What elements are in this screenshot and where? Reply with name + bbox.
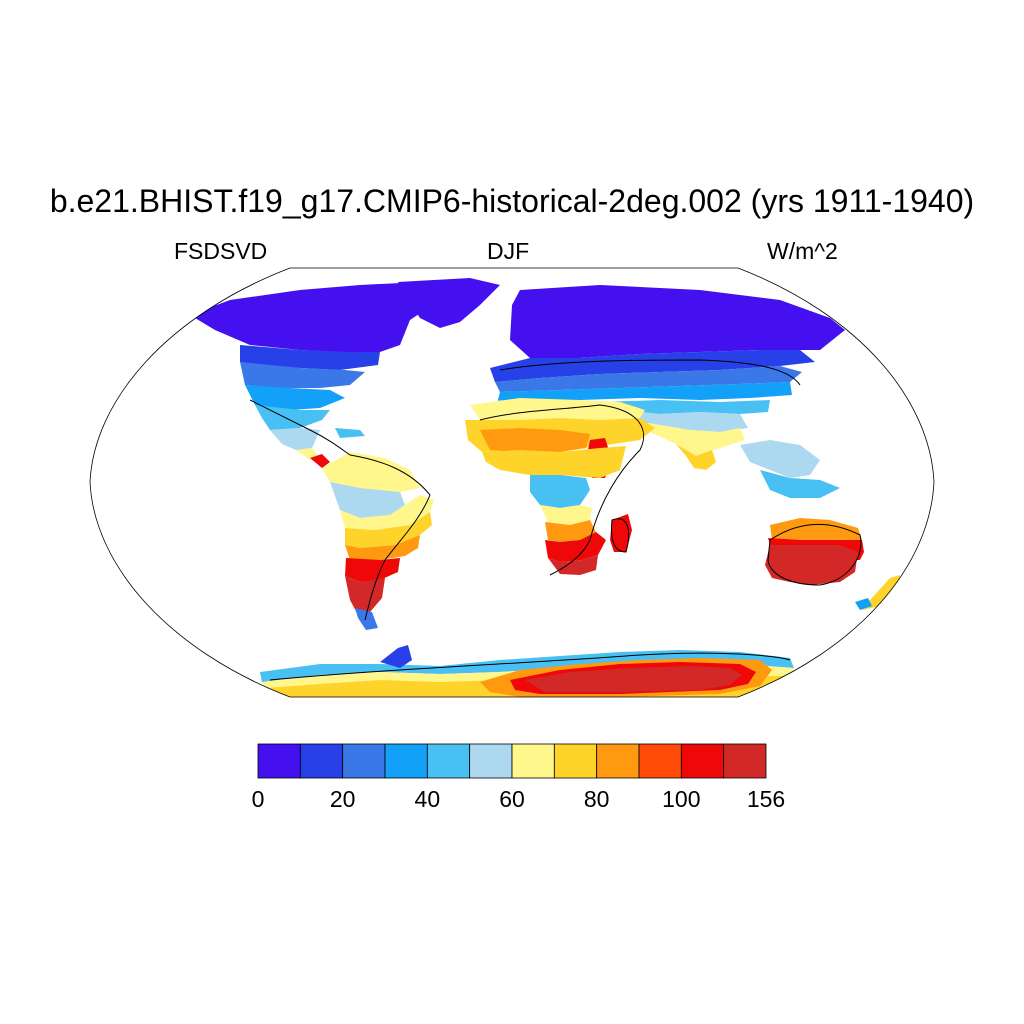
north-america-band-5 — [270, 428, 320, 450]
colorbar-swatch-10 — [680, 743, 725, 779]
central-america-red — [310, 454, 330, 468]
south-america-band-red — [345, 558, 400, 582]
north-america-band-2 — [240, 362, 365, 388]
eurasia-band-1 — [490, 350, 815, 382]
north-america-band-0 — [190, 282, 440, 352]
south-america-band-yellow — [322, 452, 420, 492]
south-america-band-lightblue — [330, 482, 405, 518]
colorbar-swatch-1 — [299, 743, 344, 779]
map-boundary — [89, 267, 935, 698]
colorbar-swatch-8 — [596, 743, 640, 779]
africa-band-lightblue — [530, 475, 590, 508]
colorbar-swatch-0 — [257, 743, 301, 779]
antarctic-peninsula — [380, 645, 412, 668]
colorbar-swatch-6 — [511, 743, 555, 779]
asia-yellow-1 — [630, 420, 745, 456]
africa-band-red-south — [545, 532, 606, 562]
colorbar-swatch-9 — [638, 743, 682, 779]
colorbar-tick-label: 100 — [662, 786, 701, 812]
seasia-lightblue — [740, 440, 820, 478]
africa-band-orange-2 — [480, 428, 590, 452]
antarctica-lightblue — [260, 650, 794, 682]
north-america-band-1 — [240, 345, 380, 370]
central-america-yellow — [296, 448, 318, 460]
australia-top-orange — [770, 518, 862, 540]
colorbar-tick-label: 156 — [746, 786, 786, 812]
colorbar-swatch-2 — [342, 743, 386, 779]
south-america-band-orange-2 — [345, 535, 420, 560]
season-label: DJF — [487, 238, 530, 264]
greenland-a — [398, 278, 500, 328]
colorbar-tick-label: 60 — [499, 786, 525, 812]
colorbar-tick-label: 0 — [251, 786, 265, 812]
units-label: W/m^2 — [767, 238, 838, 264]
colorbar-swatch-3 — [384, 743, 428, 779]
coastlines — [249, 359, 862, 681]
south-america-band-yellow-2 — [340, 495, 434, 530]
colorbar — [257, 743, 767, 779]
antarctica-darkred — [525, 666, 742, 692]
nz-blue — [855, 598, 872, 610]
caribbean-a — [335, 428, 365, 438]
colorbar-swatch-11 — [723, 743, 767, 779]
eurasia-band-2 — [495, 366, 802, 392]
colorbar-tick-label: 40 — [414, 786, 441, 812]
new-zealand — [862, 575, 900, 610]
world-map — [190, 278, 900, 697]
colorbar-tick-label: 80 — [583, 786, 610, 812]
colorbar-tick-label: 20 — [329, 786, 356, 812]
australia-darkred — [765, 545, 858, 585]
africa-band-orange-3 — [545, 520, 596, 542]
north-america-band-3 — [245, 385, 345, 410]
seasia-blue — [760, 470, 840, 498]
colorbar-swatch-7 — [553, 743, 598, 779]
south-america-band-orange-1 — [345, 512, 432, 548]
variable-label: FSDSVD — [174, 238, 268, 264]
plot-title: b.e21.BHIST.f19_g17.CMIP6-historical-2de… — [49, 183, 975, 219]
colorbar-swatch-4 — [426, 743, 471, 779]
africa-band-yellow-2 — [482, 446, 626, 478]
colorbar-swatch-5 — [469, 743, 513, 779]
eurasia-band-0 — [510, 285, 845, 358]
south-america-tip — [355, 608, 378, 630]
india-orange — [676, 444, 716, 470]
africa-band-darkred — [548, 555, 598, 575]
south-america-band-darkred — [345, 576, 385, 615]
eurasia-band-3 — [498, 382, 792, 402]
north-america-band-4 — [255, 405, 330, 430]
africa-band-yellow-3 — [540, 505, 592, 525]
